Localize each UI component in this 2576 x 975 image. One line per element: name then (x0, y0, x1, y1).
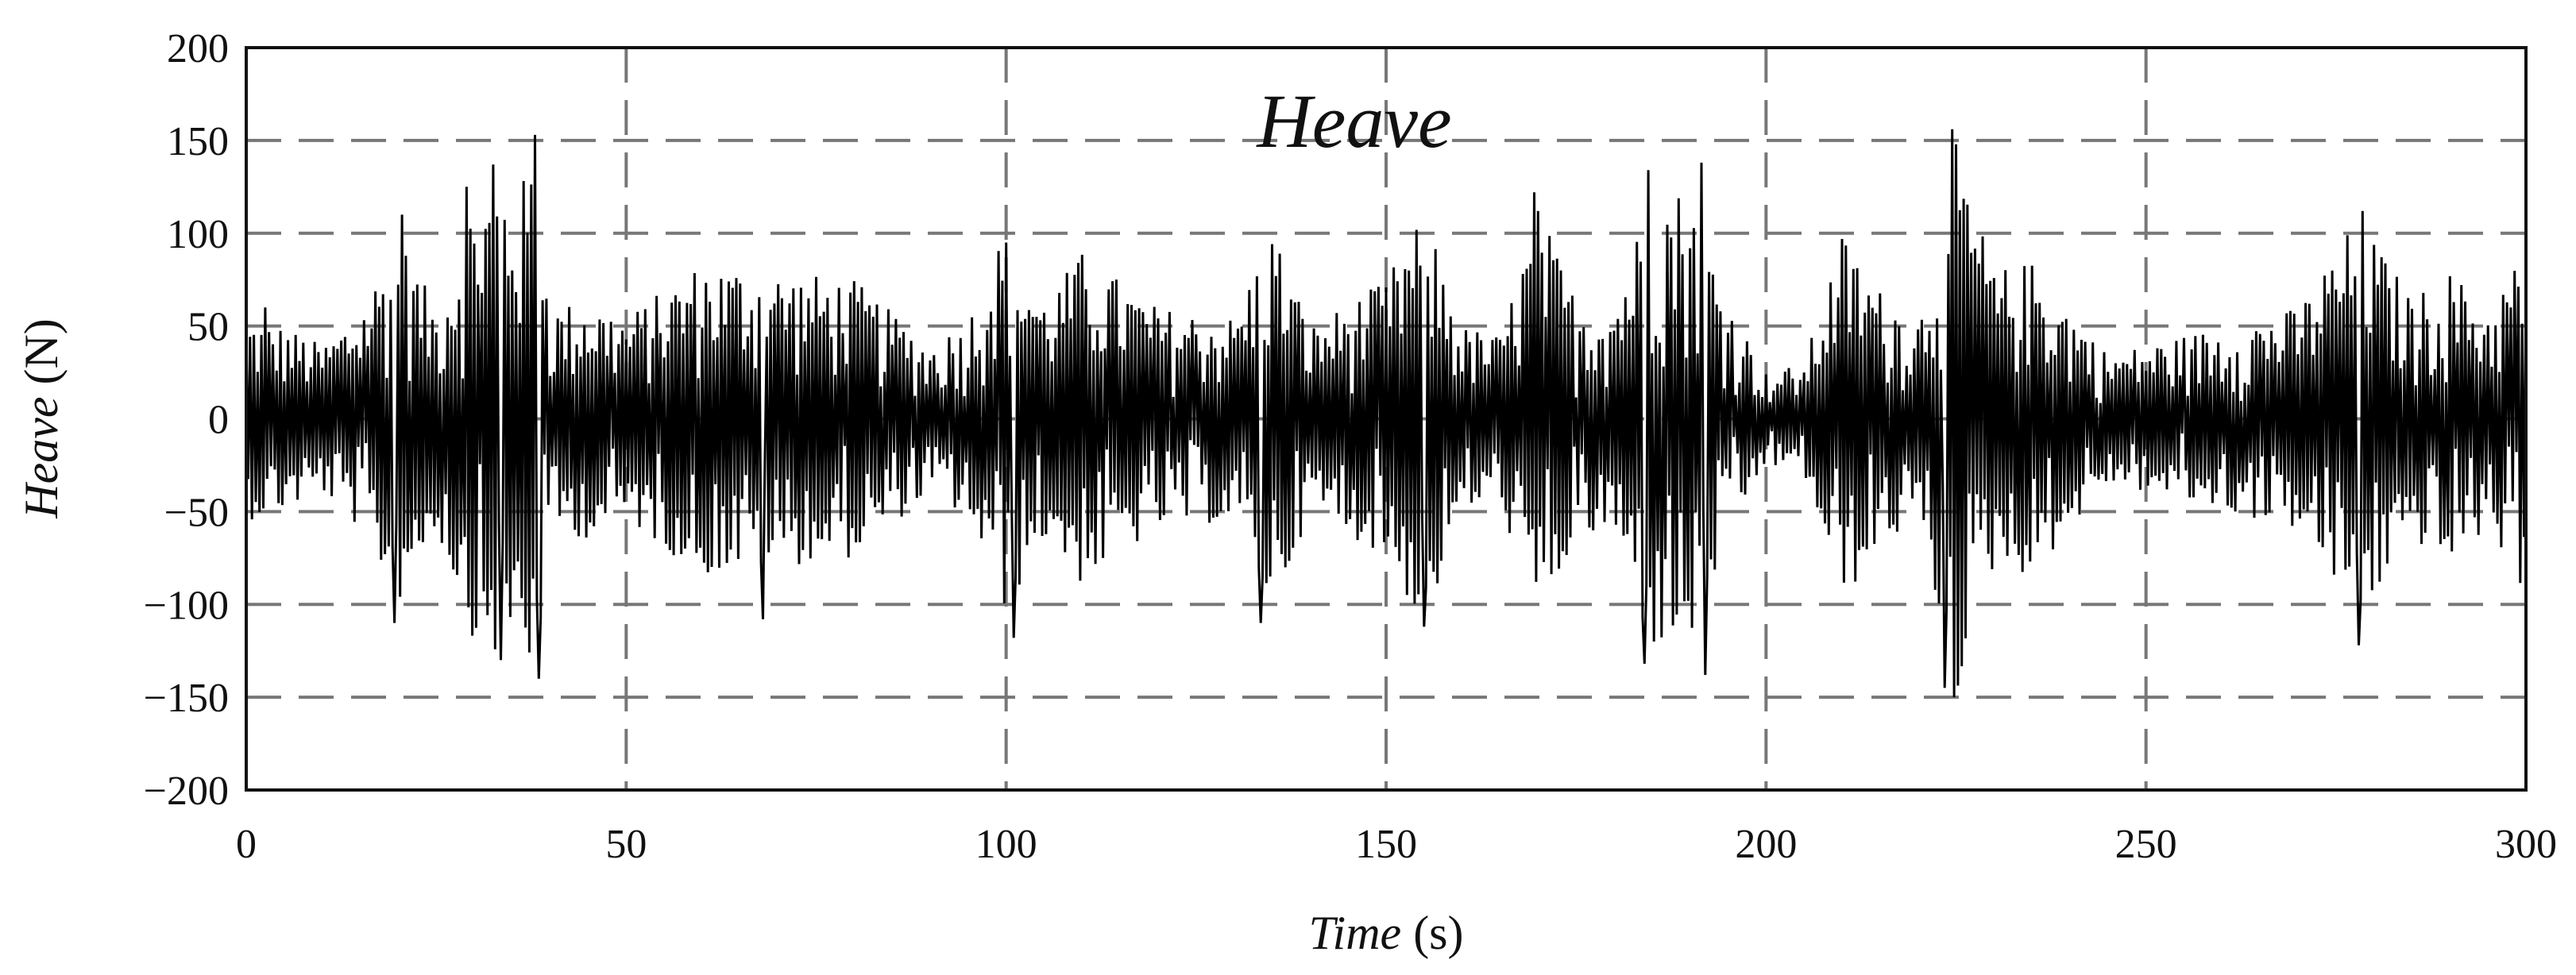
chart-title: Heave (1255, 79, 1451, 164)
y-tick-label: −200 (144, 769, 229, 814)
x-tick-labels: 0 50 100 150 200 250 300 (236, 822, 2557, 867)
y-tick-label: −150 (144, 676, 229, 721)
x-tick-label: 250 (2115, 822, 2177, 867)
x-tick-label: 200 (1735, 822, 1797, 867)
x-tick-label: 0 (236, 822, 257, 867)
x-tick-label: 150 (1355, 822, 1417, 867)
y-tick-label: 100 (167, 212, 229, 257)
heave-series-line (245, 129, 2528, 698)
x-tick-label: 50 (605, 822, 647, 867)
plot-frame (245, 46, 2528, 792)
x-tick-label: 300 (2495, 822, 2557, 867)
y-axis-label-unit: (N) (15, 318, 68, 396)
series-heave (245, 129, 2528, 698)
y-tick-label: −50 (164, 490, 229, 535)
y-tick-label: 150 (167, 119, 229, 164)
x-axis-label-name: Time (1308, 907, 1401, 959)
y-tick-labels: 200 150 100 50 0 −50 −100 −150 −200 (144, 26, 229, 814)
x-axis-label: Time (s) (1308, 907, 1463, 959)
x-axis-label-unit: (s) (1401, 907, 1463, 959)
y-tick-label: 200 (167, 26, 229, 71)
x-tick-label: 100 (975, 822, 1037, 867)
y-tick-label: −100 (144, 583, 229, 628)
y-axis-label: Heave (N) (15, 318, 68, 519)
y-tick-label: 50 (187, 305, 229, 350)
y-axis-label-name: Heave (15, 397, 68, 519)
y-tick-label: 0 (208, 398, 229, 443)
